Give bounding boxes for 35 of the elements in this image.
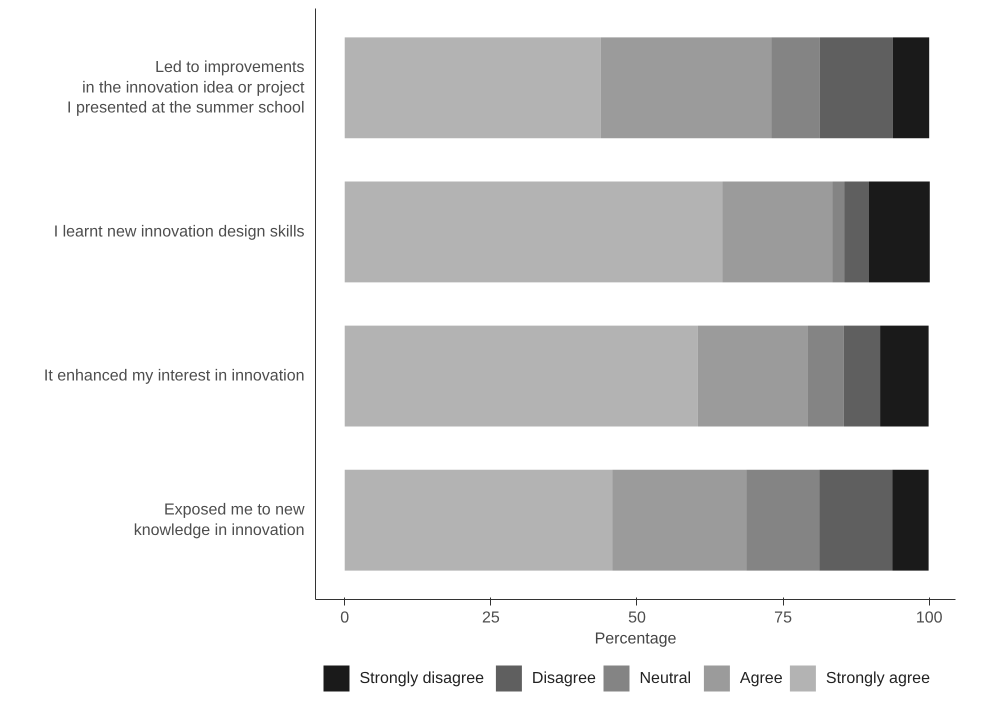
bar (832, 181, 844, 282)
bar (844, 326, 880, 427)
bar (344, 181, 722, 282)
y-tick-label: Exposed me to new knowledge in innovation (134, 502, 305, 539)
bar (869, 181, 930, 282)
x-axis-title: Percentage (594, 630, 677, 648)
bar (612, 470, 746, 571)
x-tick-label: 0 (340, 610, 350, 626)
bar (600, 37, 772, 138)
legend-label: Neutral (640, 670, 692, 687)
bar (698, 326, 808, 427)
bar (820, 37, 893, 138)
bar (344, 470, 612, 571)
legend-label: Disagree (532, 670, 596, 687)
x-tick-label: 50 (628, 610, 646, 626)
bar (722, 181, 832, 282)
bar (880, 326, 929, 427)
legend-label: Strongly agree (826, 670, 930, 687)
bar (892, 37, 930, 138)
bar (344, 326, 698, 427)
legend-label: Agree (740, 670, 783, 687)
bar (344, 37, 601, 138)
y-tick-label: Led to improvements in the innovation idea or project I presented at the summer school (67, 58, 306, 117)
bar (892, 470, 929, 571)
x-tick-label: 25 (482, 610, 500, 626)
legend-label: Strongly disagree (360, 670, 484, 687)
y-tick-label: It enhanced my interest in innovation (44, 368, 305, 385)
bar (808, 326, 844, 427)
bar (771, 37, 820, 138)
x-tick-label: 75 (774, 610, 792, 626)
bar (819, 470, 892, 571)
bar (746, 470, 820, 571)
bar (844, 181, 869, 282)
y-tick-label: I learnt new innovation design skills (54, 223, 305, 240)
x-tick-label: 100 (916, 610, 943, 626)
